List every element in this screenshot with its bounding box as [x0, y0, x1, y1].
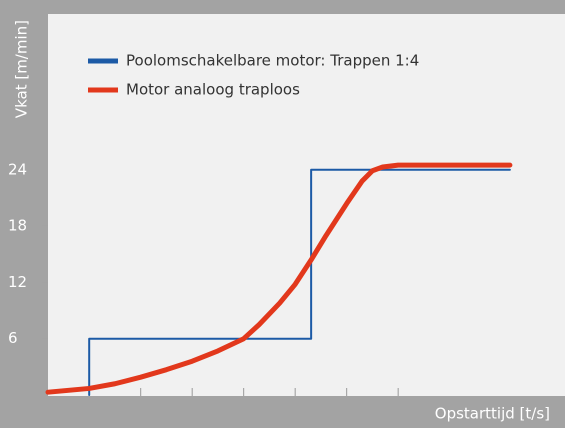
series-line	[45, 162, 513, 395]
plot-area	[48, 14, 565, 396]
legend-label: Motor analoog traploos	[126, 81, 300, 99]
y-tick-label: 12	[8, 273, 27, 291]
legend-label: Poolomschakelbare motor: Trappen 1:4	[126, 52, 419, 70]
y-axis-label: Vkat [m/min]	[13, 20, 31, 118]
x-axis-label: Opstarttijd [t/s]	[435, 405, 550, 423]
y-tick-label: 6	[8, 329, 18, 347]
y-tick-label: 18	[8, 217, 27, 235]
y-tick-label: 24	[8, 160, 27, 178]
